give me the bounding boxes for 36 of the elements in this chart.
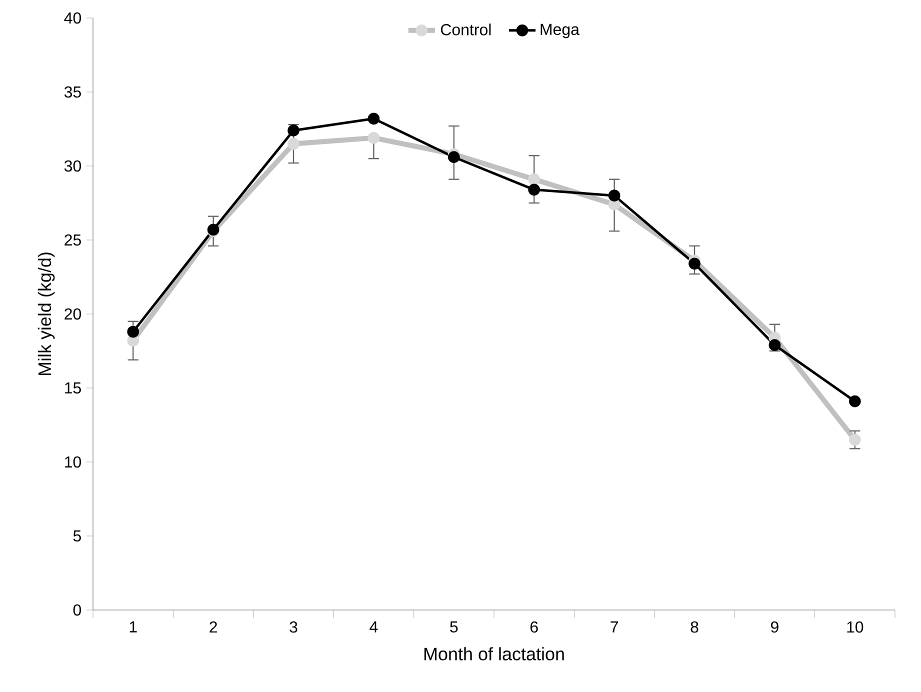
point	[768, 339, 781, 352]
point	[368, 132, 380, 144]
y-tick-label: 25	[64, 234, 81, 246]
x-tick-label: 4	[370, 621, 378, 632]
point	[288, 124, 300, 136]
x-tick-label: 8	[690, 621, 698, 633]
point	[528, 173, 540, 186]
point	[688, 258, 700, 270]
point	[127, 326, 140, 338]
x-axis-title: Month of lactation	[424, 647, 564, 660]
y-tick-label: 40	[64, 12, 82, 24]
y-axis-title: Milk yield (kg/d)	[38, 252, 55, 376]
legend-label: Mega	[540, 24, 580, 38]
y-tick-label: 5	[73, 530, 81, 542]
x-tick-label: 5	[450, 621, 458, 633]
x-tick-label: 3	[290, 621, 298, 633]
point	[288, 138, 300, 150]
y-tick-label: 15	[65, 382, 81, 394]
x-tick-label: 9	[771, 621, 778, 633]
y-tick-label: 30	[64, 160, 82, 172]
y-tick-label: 20	[64, 308, 82, 320]
x-tick-label: 6	[530, 621, 538, 633]
point	[608, 190, 620, 202]
x-tick-label: 7	[610, 621, 618, 632]
y-tick-label: 10	[65, 456, 82, 468]
legend-label: Control	[440, 24, 491, 36]
point	[448, 151, 460, 164]
point	[528, 184, 540, 196]
x-tick-label: 10	[847, 621, 864, 633]
x-tick-label: 1	[130, 621, 137, 632]
y-tick-label: 35	[64, 86, 81, 98]
x-tick-label: 2	[210, 621, 217, 633]
point	[848, 434, 861, 446]
y-tick-label: 0	[73, 604, 82, 616]
point	[848, 395, 861, 408]
point	[368, 112, 380, 125]
